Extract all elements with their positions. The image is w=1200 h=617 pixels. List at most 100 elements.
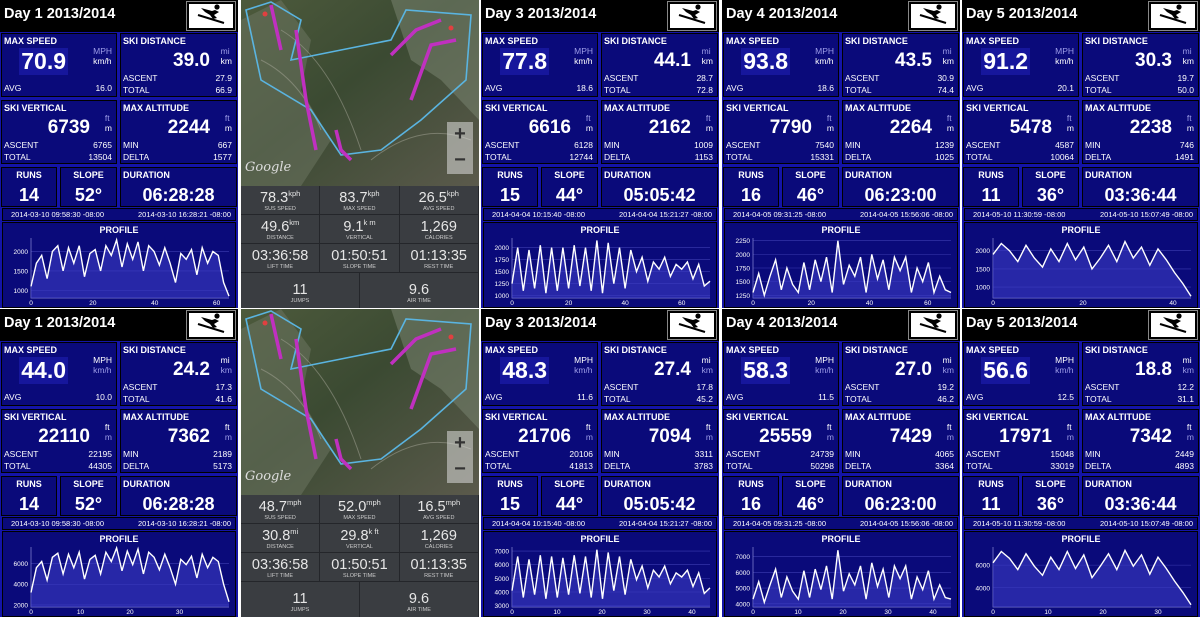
ski-vertical-box: SKI VERTICAL 21706 ft m ASCENT 20106 TOTAL 4181… xyxy=(482,409,598,473)
ski-vertical-label: SKI VERTICAL xyxy=(966,412,1029,422)
speed-unit-toggle[interactable]: MPH km/h xyxy=(1055,46,1074,67)
duration-value: 03:36:44 xyxy=(1104,185,1177,205)
zoom-out-button[interactable]: − xyxy=(447,148,473,174)
vertical-unit-toggle[interactable]: ft m xyxy=(105,422,112,443)
stat-caption: MAX SPEED xyxy=(343,514,376,521)
ski-mode-button[interactable] xyxy=(186,310,236,340)
distance-unit-toggle[interactable]: mi km xyxy=(943,46,954,67)
y-tick-label: 6000 xyxy=(495,562,510,569)
max-altitude-label: MAX ALTITUDE xyxy=(845,412,911,422)
stat-number: 78.3 xyxy=(259,189,289,206)
distance-unit-toggle[interactable]: mi km xyxy=(702,355,713,376)
distance-ascent-value: 19.7 xyxy=(1177,73,1194,83)
vertical-unit-toggle[interactable]: ft m xyxy=(827,113,834,134)
duration-label: DURATION xyxy=(1085,170,1132,180)
max-speed-value: 56.6 xyxy=(981,357,1030,384)
x-tick-label: 10 xyxy=(1044,609,1052,616)
slope-box: SLOPE 44° xyxy=(541,476,598,516)
max-speed-box: MAX SPEED 58.3 MPH km/h AVG 11.5 xyxy=(723,342,839,406)
stats-panel: Day 4 2013/2014 MAX SPEED 93.8 MPH km/h AVG 18… xyxy=(722,0,960,308)
vertical-unit-toggle[interactable]: ft m xyxy=(1067,422,1074,443)
speed-unit-toggle[interactable]: MPH km/h xyxy=(815,46,834,67)
distance-unit-toggle[interactable]: mi km xyxy=(702,46,713,67)
slope-value: 44° xyxy=(555,494,584,514)
y-tick-label: 6000 xyxy=(14,561,29,568)
max-altitude-value: 2244 xyxy=(167,117,210,138)
altitude-unit-toggle[interactable]: ft m xyxy=(1187,422,1194,443)
speed-unit-toggle[interactable]: MPH km/h xyxy=(574,355,593,376)
vertical-unit-toggle[interactable]: ft m xyxy=(1066,113,1074,134)
distance-unit-toggle[interactable]: mi km xyxy=(221,355,232,376)
distance-unit-toggle[interactable]: mi km xyxy=(943,355,954,376)
distance-ascent-value: 28.7 xyxy=(696,73,713,83)
terrain-map[interactable] xyxy=(241,309,479,495)
x-tick-label: 40 xyxy=(688,609,696,616)
distance-unit-toggle[interactable]: mi km xyxy=(221,46,232,67)
stat-value: 01:13:35 xyxy=(400,247,478,264)
altitude-min-value: 4065 xyxy=(935,449,954,459)
vertical-unit-toggle[interactable]: ft m xyxy=(586,113,593,134)
altitude-unit-toggle[interactable]: ft m xyxy=(947,422,954,443)
x-tick-label: 40 xyxy=(866,300,874,307)
ski-mode-button[interactable] xyxy=(667,1,717,31)
altitude-unit-toggle[interactable]: ft m xyxy=(947,113,954,134)
panel-title-bar: Day 3 2013/2014 xyxy=(481,309,719,341)
profile-area xyxy=(31,239,229,298)
stat-caption: SLOPE TIME xyxy=(342,572,376,579)
ski-mode-button[interactable] xyxy=(186,1,236,31)
stat-value: 01:13:35 xyxy=(400,556,478,573)
zoom-out-button[interactable]: − xyxy=(447,457,473,483)
runs-value: 11 xyxy=(981,494,1001,514)
y-tick-label: 7000 xyxy=(495,549,510,556)
altitude-min-value: 2189 xyxy=(213,449,232,459)
speed-unit-toggle[interactable]: MPH km/h xyxy=(93,355,112,376)
ski-distance-box: SKI DISTANCE 27.0 mi km ASCENT 19.2 TOTAL 46.2 xyxy=(842,342,959,406)
stat-value: 1,269 xyxy=(400,527,478,544)
vertical-unit-toggle[interactable]: ft m xyxy=(827,422,834,443)
stat-caption: DISTANCE xyxy=(266,234,294,241)
ski-mode-button[interactable] xyxy=(667,310,717,340)
runs-label: RUNS xyxy=(978,170,1004,180)
altitude-unit-toggle[interactable]: ft m xyxy=(225,422,232,443)
vertical-total-label: TOTAL xyxy=(4,152,31,162)
distance-unit-toggle[interactable]: mi km xyxy=(1182,46,1194,67)
altitude-unit-toggle[interactable]: ft m xyxy=(706,113,713,134)
distance-unit-toggle-secondary: km xyxy=(1182,55,1194,66)
y-tick-label: 1500 xyxy=(976,266,991,273)
stat-number: 01:50:51 xyxy=(331,556,388,573)
ski-mode-button[interactable] xyxy=(908,310,958,340)
end-time: 2014-05-10 15:07:49 -08:00 xyxy=(1100,519,1193,528)
zoom-in-button[interactable]: + xyxy=(447,431,473,457)
altitude-unit-toggle[interactable]: ft m xyxy=(1187,113,1194,134)
runs-value: 15 xyxy=(499,494,521,514)
y-tick-label: 3000 xyxy=(495,603,510,610)
altitude-min-label: MIN xyxy=(845,449,861,459)
avg-speed-value: 12.5 xyxy=(1057,392,1074,402)
terrain-map[interactable] xyxy=(241,0,479,186)
altitude-unit-toggle[interactable]: ft m xyxy=(225,113,232,134)
ski-distance-value: 30.3 xyxy=(1135,50,1172,71)
vertical-unit-toggle[interactable]: ft m xyxy=(105,113,112,134)
vertical-unit-toggle[interactable]: ft m xyxy=(586,422,593,443)
y-tick-label: 1500 xyxy=(495,269,510,276)
runs-label: RUNS xyxy=(738,479,764,489)
stat-caption: CALORIES xyxy=(424,543,453,550)
profile-line xyxy=(992,548,1192,606)
zoom-in-button[interactable]: + xyxy=(447,122,473,148)
stat-caption: AVG SPEED xyxy=(423,514,455,521)
max-speed-value: 44.0 xyxy=(19,357,68,384)
distance-unit-toggle[interactable]: mi km xyxy=(1183,355,1194,376)
vertical-unit-toggle-primary: ft xyxy=(1066,113,1072,123)
distance-total-value: 74.4 xyxy=(937,85,954,95)
speed-unit-toggle[interactable]: MPH km/h xyxy=(815,355,834,376)
ski-mode-button[interactable] xyxy=(1148,1,1198,31)
speed-unit-toggle[interactable]: MPH km/h xyxy=(1055,355,1074,376)
ski-distance-label: SKI DISTANCE xyxy=(1085,36,1148,46)
speed-unit-toggle[interactable]: MPH km/h xyxy=(574,46,593,67)
ski-mode-button[interactable] xyxy=(1148,310,1198,340)
max-speed-label: MAX SPEED xyxy=(485,345,539,355)
distance-total-value: 46.2 xyxy=(937,394,954,404)
altitude-unit-toggle[interactable]: ft m xyxy=(706,422,713,443)
speed-unit-toggle[interactable]: MPH km/h xyxy=(93,46,112,67)
ski-mode-button[interactable] xyxy=(908,1,958,31)
